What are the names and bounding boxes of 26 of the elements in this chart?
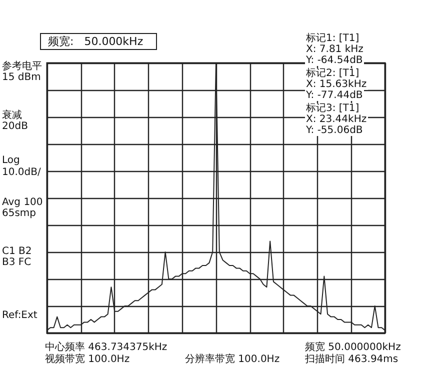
text: 中心频率 463.734375kHz (45, 342, 168, 353)
annotation: 标记3: [T1] (305, 103, 360, 114)
text: X: 7.81 kHz (305, 44, 364, 55)
text: Log (2, 155, 20, 166)
text: 参考电平 (2, 61, 42, 72)
text: 15 dBm (2, 72, 41, 83)
text: 视频带宽 100.0Hz (45, 354, 130, 365)
text: Ref:Ext (2, 310, 38, 321)
text: 扫描时间 463.94ms (305, 354, 398, 365)
text: 频宽 50.000000kHz (305, 342, 401, 353)
annotation: 标记2: [T1] (305, 68, 360, 79)
text: 分辨率带宽 100.0Hz (185, 354, 280, 365)
text: 10.0dB/ (2, 167, 41, 178)
text: 20dB (2, 121, 28, 132)
text: 衰减 (2, 110, 22, 121)
annotation: X: 23.44kHz (305, 114, 368, 125)
annotation: Y: -77.44dB (305, 90, 364, 101)
annotation: Y: -64.54dB (305, 55, 364, 66)
text: 65smp (2, 208, 36, 219)
text: Avg 100 (2, 197, 43, 208)
text: 标记1: [T1] (305, 33, 360, 44)
text: B3 FC (2, 257, 32, 268)
annotation: X: 15.63kHz (305, 79, 368, 90)
text: C1 B2 (2, 246, 32, 257)
annotation: Y: -55.06dB (305, 125, 364, 136)
chart-title: 频宽: 50.000kHz (48, 35, 144, 48)
